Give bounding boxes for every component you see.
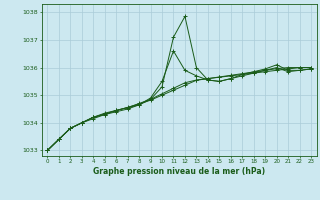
X-axis label: Graphe pression niveau de la mer (hPa): Graphe pression niveau de la mer (hPa): [93, 167, 265, 176]
